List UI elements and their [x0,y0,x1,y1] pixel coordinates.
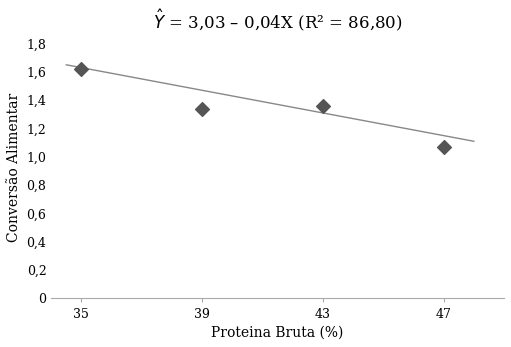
Y-axis label: Conversão Alimentar: Conversão Alimentar [7,93,21,242]
Point [439,144,448,150]
Point [319,103,327,109]
Point [198,106,206,111]
Title: $\hat{Y}$ = 3,03 – 0,04X (R² = 86,80): $\hat{Y}$ = 3,03 – 0,04X (R² = 86,80) [153,7,403,33]
X-axis label: Proteina Bruta (%): Proteina Bruta (%) [212,326,344,340]
Point [77,66,85,72]
